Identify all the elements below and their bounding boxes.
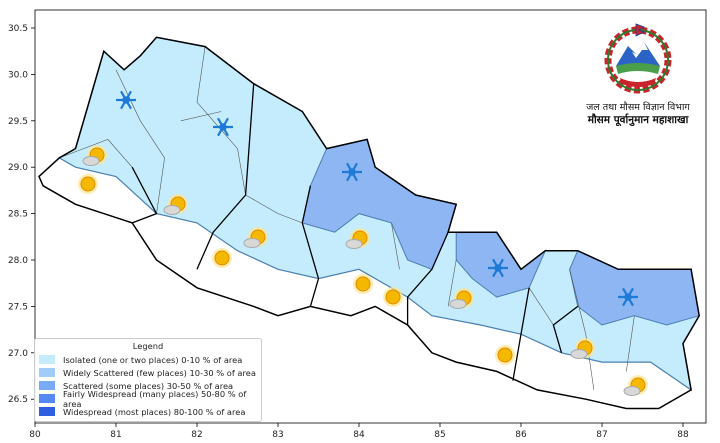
y-tick-label: 30.0 <box>8 70 28 80</box>
snowflake-icon <box>488 258 508 278</box>
district-border <box>569 269 595 390</box>
legend-item: Fairly Widespread (many places) 50-80 % … <box>39 389 257 409</box>
snowflake-icon <box>618 287 638 307</box>
x-tick-label: 82 <box>191 430 202 440</box>
province-border <box>552 305 579 353</box>
sun-with-cloud-rain-icon <box>623 375 648 396</box>
legend-item: Scattered (some places) 30-50 % of area <box>39 379 257 392</box>
sun-with-cloud-rain-icon <box>449 288 474 309</box>
legend-swatch <box>39 368 55 377</box>
sun-icon <box>353 274 373 294</box>
sun-icon <box>78 174 98 194</box>
legend-title: Legend <box>132 341 164 351</box>
sun-icon <box>212 248 232 268</box>
district-border <box>180 111 222 122</box>
district-border <box>196 46 246 196</box>
legend-swatch <box>39 407 55 416</box>
sun-icon <box>495 345 515 365</box>
legend: Legend Isolated (one or two places) 0-10… <box>34 338 262 422</box>
district-border <box>59 139 133 168</box>
legend-swatch <box>39 394 55 403</box>
x-tick-label: 84 <box>353 430 365 440</box>
province-border <box>196 83 255 270</box>
legend-label: Isolated (one or two places) 0-10 % of a… <box>63 354 243 365</box>
province-border <box>301 185 320 307</box>
legend-item: Widespread (most places) 80-100 % of are… <box>39 405 257 418</box>
sun-with-cloud-rain-icon <box>345 228 370 249</box>
nepal-border <box>38 36 700 410</box>
sun-with-cloud-rain-icon <box>243 227 268 248</box>
district-border <box>391 222 400 270</box>
logo-division-name: मौसम पूर्वानुमान महाशाखा <box>587 114 689 126</box>
sun-icon <box>383 287 403 307</box>
y-tick-label: 28.5 <box>8 210 28 220</box>
district-border <box>447 259 457 307</box>
x-tick-label: 81 <box>110 430 121 440</box>
y-tick-label: 29.0 <box>8 163 28 173</box>
sun-with-cloud-rain-icon <box>82 145 107 166</box>
district-border <box>245 194 303 224</box>
legend-label: Scattered (some places) 30-50 % of area <box>63 380 234 391</box>
x-tick-label: 88 <box>677 430 689 440</box>
x-tick-label: 80 <box>29 430 41 440</box>
legend-item: Widely Scattered (few places) 10-30 % of… <box>39 366 257 379</box>
y-tick-label: 28.0 <box>8 256 28 266</box>
x-tick-label: 85 <box>434 430 445 440</box>
snowflake-icon <box>213 117 233 137</box>
x-tick-label: 83 <box>272 430 283 440</box>
sun-with-cloud-rain-icon <box>163 194 188 215</box>
snowflake-icon <box>342 162 362 182</box>
district-border <box>626 315 635 372</box>
legend-label: Widely Scattered (few places) 10-30 % of… <box>63 367 256 378</box>
legend-swatch <box>39 355 55 364</box>
logo-department-name: जल तथा मौसम विज्ञान विभाग <box>586 102 690 113</box>
y-tick-label: 27.5 <box>8 302 28 312</box>
legend-label: Widespread (most places) 80-100 % of are… <box>63 406 246 417</box>
x-tick-label: 86 <box>515 430 527 440</box>
province-border <box>131 166 158 224</box>
dhm-logo: जल तथा मौसम विज्ञान विभाग मौसम पूर्वानुम… <box>582 22 694 127</box>
legend-swatch <box>39 381 55 390</box>
y-tick-label: 27.0 <box>8 349 28 359</box>
x-tick-label: 87 <box>596 430 607 440</box>
legend-item: Isolated (one or two places) 0-10 % of a… <box>39 353 257 366</box>
legend-label: Fairly Widespread (many places) 50-80 % … <box>63 388 247 409</box>
snowflake-icon <box>116 90 136 110</box>
y-tick-label: 30.5 <box>8 24 28 34</box>
y-tick-label: 29.5 <box>8 117 28 127</box>
emblem-icon <box>604 23 672 94</box>
sun-with-cloud-rain-icon <box>570 338 595 359</box>
province-border <box>512 287 530 381</box>
y-tick-label: 26.5 <box>8 395 28 405</box>
province-border <box>406 231 449 325</box>
district-border <box>528 287 554 326</box>
